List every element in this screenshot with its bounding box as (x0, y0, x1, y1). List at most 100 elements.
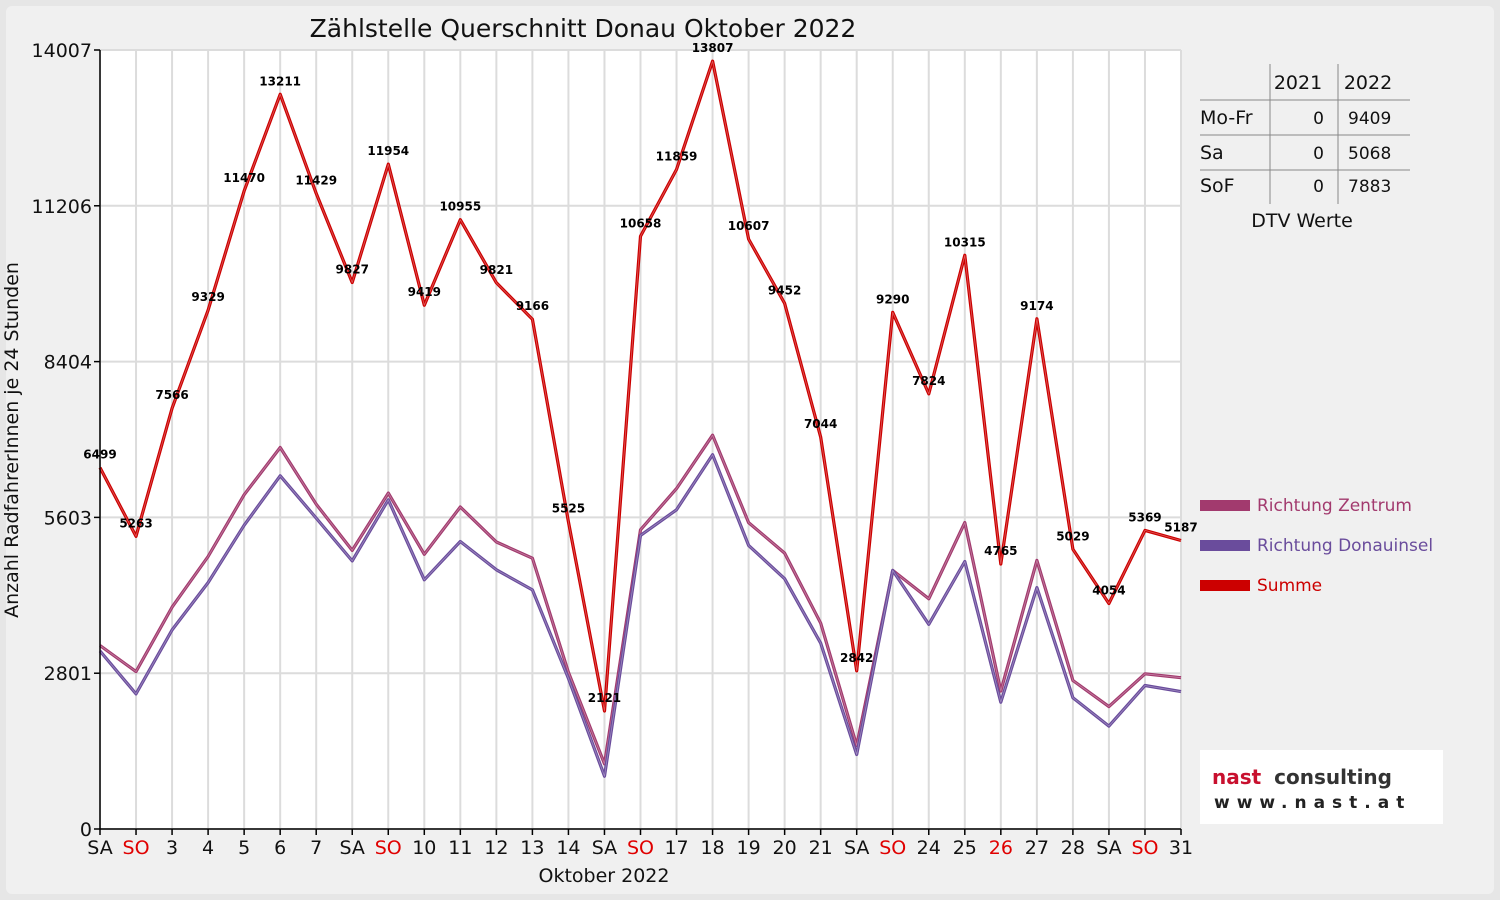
x-tick-label: 10 (412, 837, 436, 859)
y-axis-label: Anzahl RadfahrerInnen je 24 Stunden (1, 262, 23, 618)
data-label: 11954 (367, 144, 409, 158)
data-label: 2842 (840, 651, 873, 665)
legend-swatch-donauinsel (1200, 540, 1250, 551)
legend-swatch-zentrum (1200, 500, 1250, 511)
data-label: 5029 (1056, 529, 1089, 543)
logo-url: www.nast.at (1214, 793, 1411, 813)
data-label: 9419 (408, 285, 441, 299)
data-label: 13211 (259, 74, 301, 88)
dtv-header-2022: 2022 (1344, 72, 1392, 94)
x-tick-label: SO (123, 837, 150, 859)
x-tick-label: SA (1096, 837, 1121, 859)
series-line-richtung-zentrum (99, 433, 1182, 766)
y-tick-label: 8404 (44, 352, 92, 374)
data-label: 10315 (944, 235, 986, 249)
x-tick-label: 13 (520, 837, 544, 859)
logo-main-left: nast (1212, 765, 1262, 789)
data-label: 5525 (552, 502, 585, 516)
x-tick-label: 5 (238, 837, 250, 859)
data-label: 7044 (804, 417, 837, 431)
x-tick-label: 31 (1169, 837, 1193, 859)
x-tick-label: 12 (484, 837, 508, 859)
data-label: 4765 (984, 544, 1017, 558)
data-label: 10658 (620, 216, 662, 230)
x-tick-label: 18 (700, 837, 724, 859)
x-ticks: SA SO 3 4 5 6 7 SA SO 10 11 12 13 14 SA SO 17 18 19 20 21 SA S… (87, 829, 1193, 859)
x-tick-label: 17 (664, 837, 688, 859)
y-tick-label: 14007 (32, 40, 92, 62)
x-tick-label: 7 (310, 837, 322, 859)
data-label: 11429 (295, 173, 337, 187)
data-label: 10955 (439, 200, 481, 214)
data-label: 7824 (912, 374, 945, 388)
data-label: 7566 (155, 388, 188, 402)
data-label: 5187 (1164, 521, 1197, 535)
x-tick-label: 25 (953, 837, 977, 859)
x-tick-label: 4 (202, 837, 214, 859)
x-tick-label: SO (1131, 837, 1158, 859)
legend: Richtung Zentrum Richtung Donauinsel Sum… (1200, 496, 1433, 596)
dtv-header-2021: 2021 (1274, 72, 1322, 94)
dtv-cell-2022: 5068 (1348, 144, 1391, 164)
chart-title: Zählstelle Querschnitt Donau Oktober 202… (310, 14, 857, 43)
series-line-highlight-summe (99, 60, 1182, 712)
x-axis-label: Oktober 2022 (539, 865, 670, 887)
data-label: 2121 (588, 691, 621, 705)
x-tick-label: SA (87, 837, 112, 859)
x-tick-label: 14 (556, 837, 580, 859)
x-tick-label: 11 (448, 837, 472, 859)
x-tick-label: 24 (917, 837, 941, 859)
x-tick-label: SA (340, 837, 365, 859)
data-label: 11470 (223, 171, 265, 185)
dtv-caption: DTV Werte (1251, 210, 1353, 232)
data-label: 9452 (768, 283, 801, 297)
dtv-cell-2021: 0 (1313, 144, 1324, 164)
x-tick-label: 3 (166, 837, 178, 859)
legend-label-zentrum: Richtung Zentrum (1257, 496, 1412, 516)
series-layer (98, 59, 1182, 778)
logo-box (1200, 750, 1443, 824)
dtv-table: 2021 2022 Mo-Fr 0 9409 Sa 0 5068 SoF 0 7… (1200, 64, 1410, 232)
x-tick-label: SO (627, 837, 654, 859)
x-tick-label: 21 (809, 837, 833, 859)
data-label: 9329 (191, 290, 224, 304)
y-ticks: 0 2801 5603 8404 11206 14007 (32, 40, 100, 841)
y-tick-label: 2801 (44, 663, 92, 685)
series-line-highlight-richtung-donauinsel (99, 454, 1182, 777)
dtv-cell-2021: 0 (1313, 177, 1324, 197)
dtv-row-label: Mo-Fr (1200, 107, 1253, 129)
y-tick-label: 11206 (32, 196, 92, 218)
data-label: 10607 (728, 219, 770, 233)
dtv-cell-2021: 0 (1313, 109, 1324, 129)
x-tick-label: 27 (1025, 837, 1049, 859)
data-label: 9827 (336, 262, 369, 276)
data-label: 5369 (1128, 510, 1161, 524)
data-label: 9166 (516, 299, 549, 313)
x-tick-label: 20 (773, 837, 797, 859)
data-label: 13807 (692, 41, 734, 55)
legend-label-donauinsel: Richtung Donauinsel (1257, 536, 1433, 556)
y-tick-label: 0 (80, 819, 92, 841)
dtv-cell-2022: 9409 (1348, 109, 1391, 129)
legend-label-summe: Summe (1257, 576, 1322, 596)
series-line-highlight-richtung-zentrum (99, 434, 1182, 765)
data-label: 9290 (876, 292, 909, 306)
series-line-richtung-donauinsel (98, 453, 1182, 778)
logo-main-right: consulting (1274, 765, 1392, 789)
legend-swatch-summe (1200, 580, 1250, 591)
x-tick-label: 6 (274, 837, 286, 859)
dtv-cell-2022: 7883 (1348, 177, 1391, 197)
x-tick-label: 19 (737, 837, 761, 859)
data-label: 11859 (656, 149, 698, 163)
data-label: 4054 (1092, 584, 1125, 598)
dtv-row-label: SoF (1200, 175, 1235, 197)
y-tick-label: 5603 (44, 507, 92, 529)
data-label: 9174 (1020, 299, 1053, 313)
data-label: 9821 (480, 263, 513, 277)
x-tick-label: 28 (1061, 837, 1085, 859)
series-line-summe (98, 59, 1182, 713)
nast-consulting-logo: nast consulting www.nast.at (1200, 750, 1443, 824)
data-label: 5263 (119, 516, 152, 530)
x-tick-label: SO (375, 837, 402, 859)
